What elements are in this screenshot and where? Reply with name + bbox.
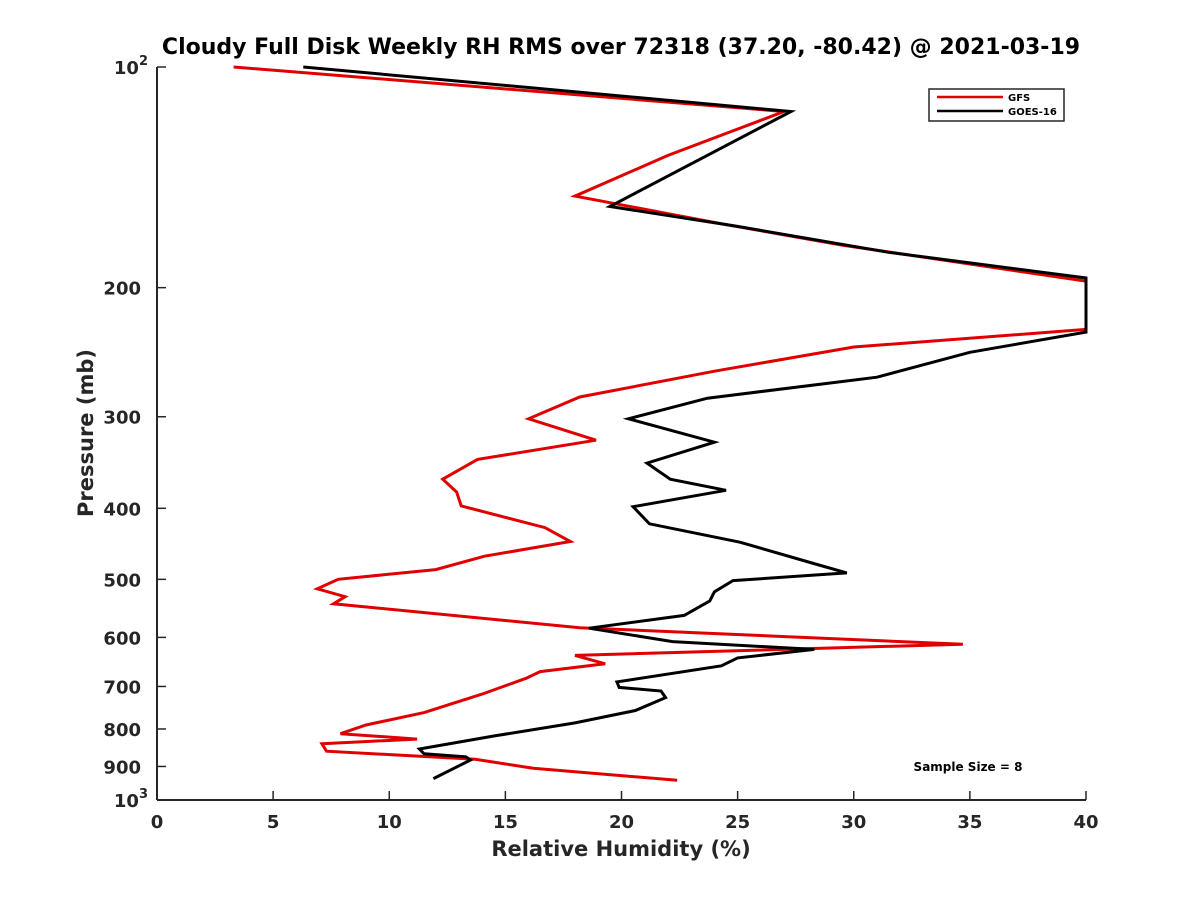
x-tick-label: 20	[609, 812, 634, 833]
y-tick-base: 10	[114, 791, 139, 812]
x-tick-label: 40	[1073, 812, 1098, 833]
y-tick-label: 600	[103, 628, 141, 649]
x-axis-ticks: 0 5 10 15 20 25 30 35 40	[151, 791, 1099, 833]
y-axis-label: Pressure (mb)	[74, 349, 98, 517]
y-tick-label: 102	[114, 54, 148, 79]
plot-area: 0 5 10 15 20 25 30 35 40 10220030040050060070080…	[103, 54, 1098, 833]
series-layer	[233, 65, 1088, 782]
y-tick-label: 103	[114, 787, 148, 812]
y-tick-label: 400	[103, 499, 141, 520]
y-tick-label: 800	[103, 720, 141, 741]
y-tick-label: 700	[103, 677, 141, 698]
y-tick-label: 900	[103, 757, 141, 778]
x-tick-label: 35	[957, 812, 982, 833]
y-tick-label: 500	[103, 570, 141, 591]
series-line-goes16	[303, 65, 1088, 780]
x-axis-label: Relative Humidity (%)	[491, 837, 750, 861]
y-tick-label: 300	[103, 408, 141, 429]
x-tick-label: 25	[725, 812, 750, 833]
legend-label-goes16: GOES-16	[1008, 107, 1057, 118]
x-tick-label: 15	[493, 812, 518, 833]
legend: GFS GOES-16	[928, 88, 1065, 122]
plot-background	[157, 67, 1086, 800]
x-tick-label: 10	[377, 812, 402, 833]
x-tick-label: 30	[841, 812, 866, 833]
y-tick-exponent: 2	[139, 54, 148, 69]
x-tick-label: 0	[151, 812, 164, 833]
chart-title: Cloudy Full Disk Weekly RH RMS over 7231…	[162, 35, 1080, 60]
y-tick-base: 10	[114, 58, 139, 79]
y-tick-exponent: 3	[139, 787, 148, 802]
y-tick-label: 200	[103, 279, 141, 300]
x-tick-label: 5	[267, 812, 280, 833]
legend-box	[928, 88, 1065, 122]
legend-label-gfs: GFS	[1008, 93, 1030, 104]
sample-size-annotation: Sample Size = 8	[914, 760, 1023, 774]
